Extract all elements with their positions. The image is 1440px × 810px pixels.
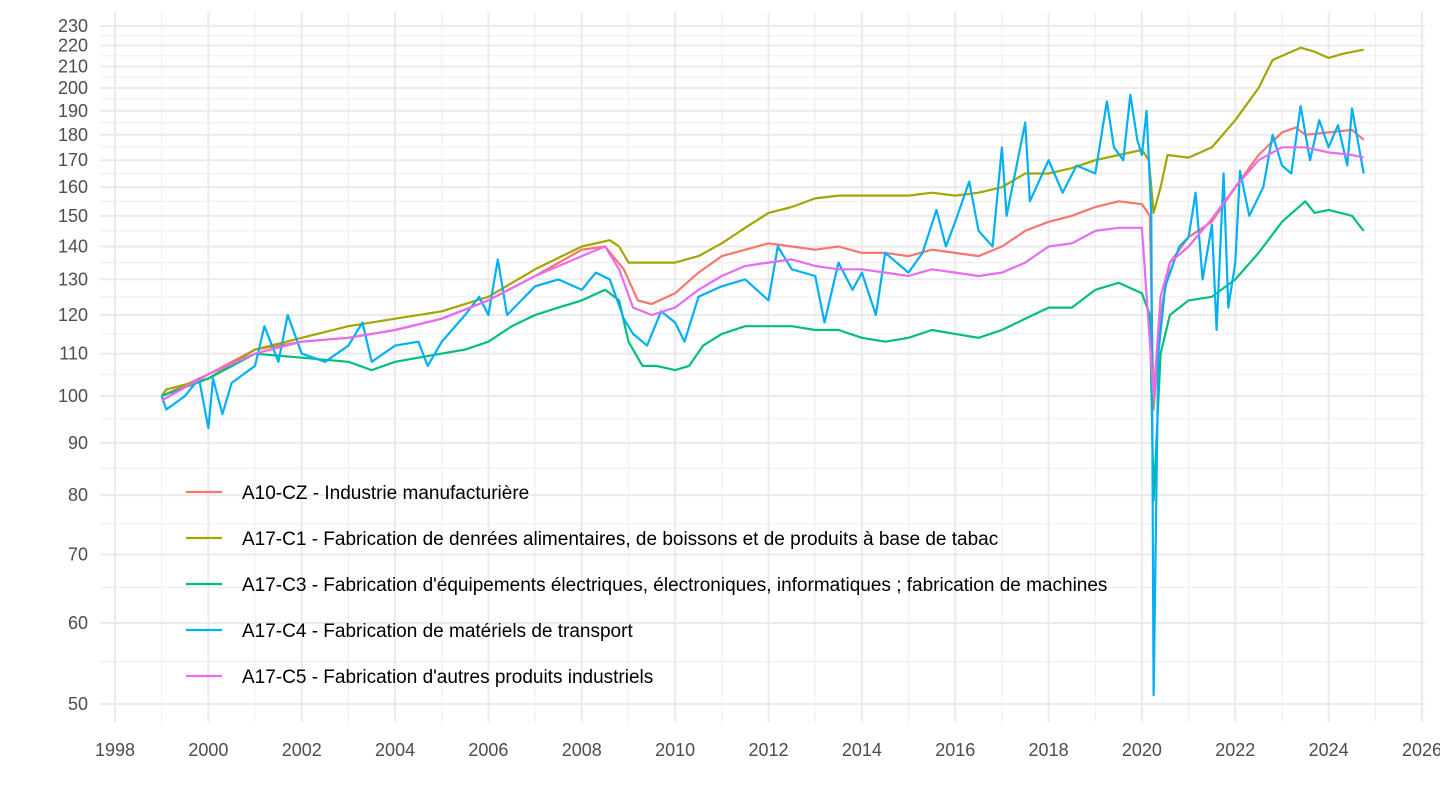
y-tick-label: 170 <box>58 150 88 170</box>
y-tick-label: 160 <box>58 177 88 197</box>
x-tick-label: 2018 <box>1029 740 1069 760</box>
y-tick-label: 210 <box>58 56 88 76</box>
x-tick-label: 1998 <box>95 740 135 760</box>
y-tick-label: 180 <box>58 125 88 145</box>
y-tick-label: 140 <box>58 236 88 256</box>
y-tick-label: 150 <box>58 206 88 226</box>
y-tick-label: 110 <box>59 344 88 364</box>
x-tick-label: 2006 <box>468 740 508 760</box>
x-tick-label: 2004 <box>375 740 415 760</box>
x-tick-label: 2010 <box>655 740 695 760</box>
y-tick-label: 130 <box>58 269 88 289</box>
legend-label-1: A10-CZ - Industrie manufacturière <box>242 483 529 504</box>
y-tick-label: 190 <box>58 101 88 121</box>
grid <box>100 12 1425 722</box>
legend-label-2: A17-C1 - Fabrication de denrées alimenta… <box>242 529 998 550</box>
x-tick-label: 2000 <box>188 740 228 760</box>
legend-label-4: A17-C4 - Fabrication de matériels de tra… <box>242 621 633 642</box>
series-line-3 <box>161 200 1365 502</box>
x-axis: 1998 2000 2002 2004 2006 2008 2010 2012 2014 2016… <box>95 740 1440 760</box>
legend-label-5: A17-C5 - Fabrication d'autres produits i… <box>242 667 653 688</box>
x-tick-label: 2012 <box>748 740 788 760</box>
y-tick-label: 220 <box>58 36 88 56</box>
y-tick-label: 60 <box>68 613 88 633</box>
series-line-1 <box>161 126 1365 411</box>
y-tick-label: 200 <box>58 78 88 98</box>
x-tick-label: 2008 <box>562 740 602 760</box>
x-tick-label: 2024 <box>1309 740 1349 760</box>
legend: A10-CZ - Industrie manufacturière A17-C1 … <box>186 483 1107 688</box>
x-tick-label: 2014 <box>842 740 882 760</box>
y-axis: 50 60 70 80 90 100 110 120 130 140 150 160 170 180 190… <box>58 16 88 714</box>
legend-label-3: A17-C3 - Fabrication d'équipements élect… <box>242 575 1107 596</box>
y-tick-label: 100 <box>58 386 88 406</box>
series-lines <box>160 46 1365 697</box>
series-line-2 <box>160 46 1364 397</box>
y-tick-label: 70 <box>68 544 88 564</box>
series-line-5 <box>161 146 1364 402</box>
x-tick-label: 2020 <box>1122 740 1162 760</box>
y-tick-label: 120 <box>58 305 88 325</box>
series-line-4 <box>160 93 1365 697</box>
y-tick-label: 50 <box>68 694 88 714</box>
x-tick-label: 2002 <box>282 740 322 760</box>
y-tick-label: 80 <box>68 485 88 505</box>
y-tick-label: 230 <box>58 16 88 36</box>
x-tick-label: 2026 <box>1402 740 1440 760</box>
x-tick-label: 2016 <box>935 740 975 760</box>
y-tick-label: 90 <box>68 433 88 453</box>
x-tick-label: 2022 <box>1215 740 1255 760</box>
